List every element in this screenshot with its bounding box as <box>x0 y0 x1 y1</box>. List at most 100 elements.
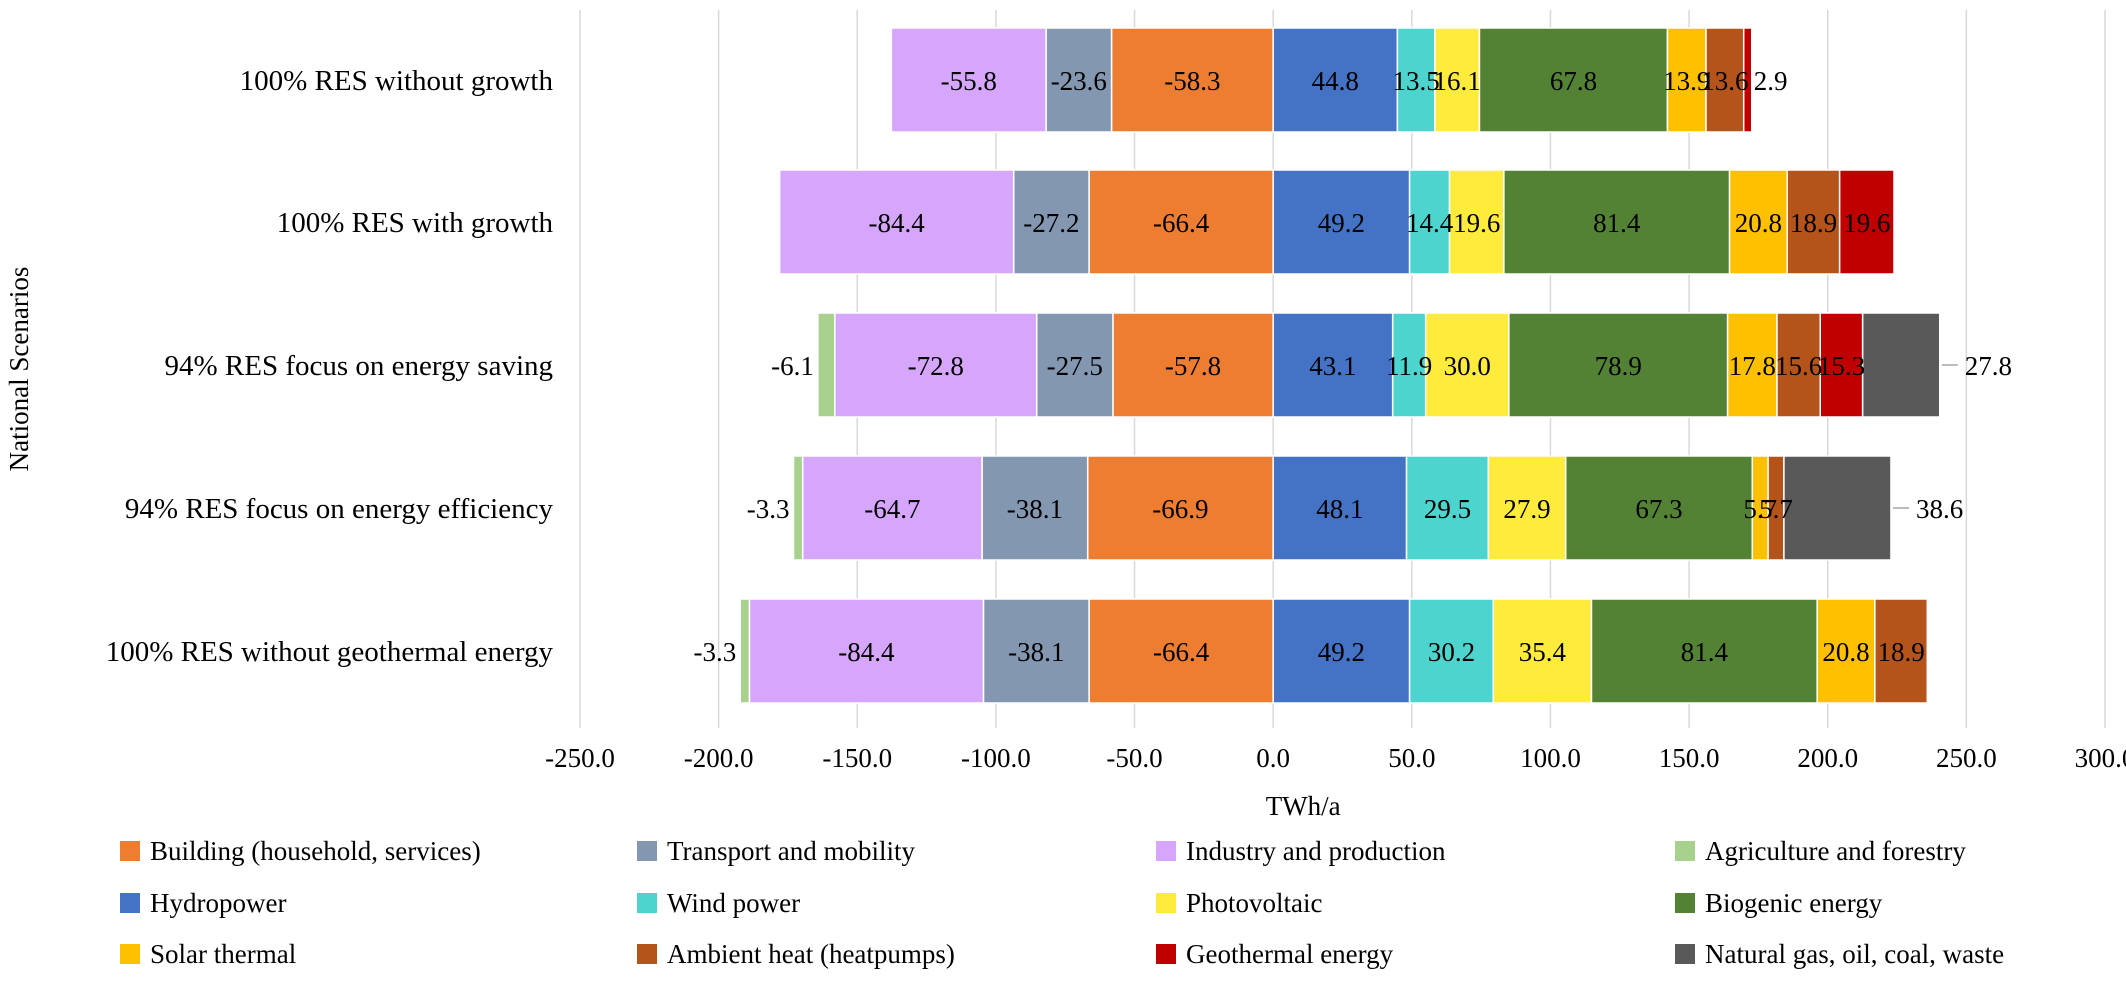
bar-segment <box>1272 598 1411 704</box>
data-label: -55.8 <box>941 66 997 96</box>
data-label: 30.0 <box>1444 351 1491 381</box>
x-tick-label: -100.0 <box>961 743 1031 773</box>
data-label: 49.2 <box>1318 208 1365 238</box>
bar-segment <box>1786 169 1841 275</box>
bar-segment <box>1503 169 1731 275</box>
data-label: 67.8 <box>1550 66 1597 96</box>
bar-segment <box>890 27 1047 133</box>
legend: Building (household, services) Transport … <box>120 836 2004 969</box>
x-tick-label: -150.0 <box>822 743 892 773</box>
legend-label: Transport and mobility <box>667 836 916 866</box>
data-label: 15.3 <box>1818 351 1865 381</box>
x-tick-label: 150.0 <box>1659 743 1720 773</box>
data-label: -38.1 <box>1007 494 1063 524</box>
legend-swatch <box>637 893 657 913</box>
bar-segment <box>817 312 836 418</box>
data-label: 5.7 <box>1759 494 1793 524</box>
y-axis-title: National Scenarios <box>4 267 34 472</box>
data-label: 16.1 <box>1434 66 1481 96</box>
data-label: 11.9 <box>1386 351 1432 381</box>
bar-segment <box>1086 455 1274 561</box>
data-label: -64.7 <box>864 494 920 524</box>
bar-segment <box>1088 598 1274 704</box>
legend-label: Natural gas, oil, coal, waste <box>1705 939 2004 969</box>
legend-label: Industry and production <box>1186 836 1446 866</box>
data-label: 13.9 <box>1663 66 1710 96</box>
data-label: 27.9 <box>1503 494 1550 524</box>
bar-segment <box>834 312 1038 418</box>
x-tick-label: 100.0 <box>1520 743 1581 773</box>
data-label: -84.4 <box>838 637 895 667</box>
legend-label: Geothermal energy <box>1186 939 1394 969</box>
data-label: -27.5 <box>1047 351 1103 381</box>
legend-swatch <box>637 841 657 861</box>
x-tick-label: 200.0 <box>1797 743 1858 773</box>
data-label: 13.6 <box>1701 66 1748 96</box>
data-label: -84.4 <box>869 208 926 238</box>
data-label: -6.1 <box>771 351 814 381</box>
data-label: 20.8 <box>1735 208 1782 238</box>
data-label: 81.4 <box>1681 637 1729 667</box>
legend-label: Biogenic energy <box>1705 888 1883 918</box>
data-label: -57.8 <box>1165 351 1221 381</box>
bar-segment <box>1819 312 1864 418</box>
x-tick-label: -50.0 <box>1106 743 1162 773</box>
bar-segment <box>982 598 1090 704</box>
bar-segment <box>1776 312 1821 418</box>
x-tick-label: 50.0 <box>1388 743 1435 773</box>
data-label: 13.5 <box>1392 66 1439 96</box>
legend-label: Solar thermal <box>150 939 296 969</box>
legend-swatch <box>1156 944 1176 964</box>
data-label: 38.6 <box>1916 494 1963 524</box>
category-label: 100% RES with growth <box>277 207 554 239</box>
bar-segment <box>1112 312 1274 418</box>
bar-segment <box>1434 27 1481 133</box>
data-label: 19.6 <box>1453 208 1500 238</box>
bar-segment <box>1861 312 1941 418</box>
x-tick-label: 300.0 <box>2075 743 2126 773</box>
legend-swatch <box>1675 893 1695 913</box>
category-label: 100% RES without growth <box>240 65 554 97</box>
data-label: 15.6 <box>1775 351 1822 381</box>
x-tick-label: -200.0 <box>684 743 754 773</box>
x-tick-label: -250.0 <box>545 743 615 773</box>
bar-segment <box>1705 27 1745 133</box>
data-label: 43.1 <box>1309 351 1356 381</box>
data-label: 18.9 <box>1790 208 1837 238</box>
bar-segment <box>1045 27 1113 133</box>
category-label: 94% RES focus on energy saving <box>165 350 554 382</box>
category-label: 94% RES focus on energy efficiency <box>125 493 554 525</box>
bar-segment <box>1408 169 1451 275</box>
legend-label: Building (household, services) <box>150 836 481 866</box>
data-label: 17.8 <box>1729 351 1776 381</box>
data-label: -66.4 <box>1153 637 1210 667</box>
bar-segment <box>1272 169 1411 275</box>
axes: -250.0 -200.0 -150.0 -100.0 -50.0 0.0 50.0 100.… <box>4 65 2126 821</box>
bar-segment <box>1424 312 1510 418</box>
legend-swatch <box>120 841 140 861</box>
legend-swatch <box>1675 944 1695 964</box>
data-label: 27.8 <box>1965 351 2012 381</box>
bar-segment <box>1508 312 1729 418</box>
data-label: -58.3 <box>1164 66 1220 96</box>
data-label: 2.9 <box>1754 66 1788 96</box>
bar-segment <box>1590 598 1818 704</box>
data-label: -72.8 <box>908 351 964 381</box>
legend-swatch <box>120 944 140 964</box>
data-label: 20.8 <box>1822 637 1869 667</box>
legend-swatch <box>1156 841 1176 861</box>
bar-segment <box>1783 455 1892 561</box>
legend-label: Agriculture and forestry <box>1705 836 1966 866</box>
bar-segment <box>1478 27 1669 133</box>
data-label: 18.9 <box>1877 637 1924 667</box>
bar-segment <box>1726 312 1778 418</box>
legend-swatch <box>1675 841 1695 861</box>
bar-segment <box>1838 169 1895 275</box>
legend-label: Wind power <box>667 888 800 918</box>
data-label: -3.3 <box>747 494 790 524</box>
x-tick-label: 0.0 <box>1256 743 1290 773</box>
bar-segment <box>739 598 751 704</box>
data-label: 14.4 <box>1406 208 1454 238</box>
data-label: 81.4 <box>1593 208 1641 238</box>
